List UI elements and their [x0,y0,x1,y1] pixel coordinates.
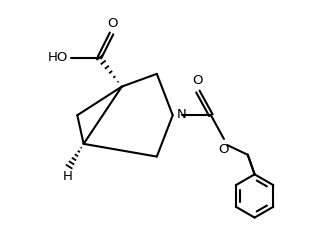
Text: H: H [63,170,72,184]
Text: O: O [192,74,203,87]
Text: HO: HO [48,51,68,64]
Text: N: N [177,108,186,121]
Text: O: O [107,17,117,30]
Text: O: O [219,143,229,156]
